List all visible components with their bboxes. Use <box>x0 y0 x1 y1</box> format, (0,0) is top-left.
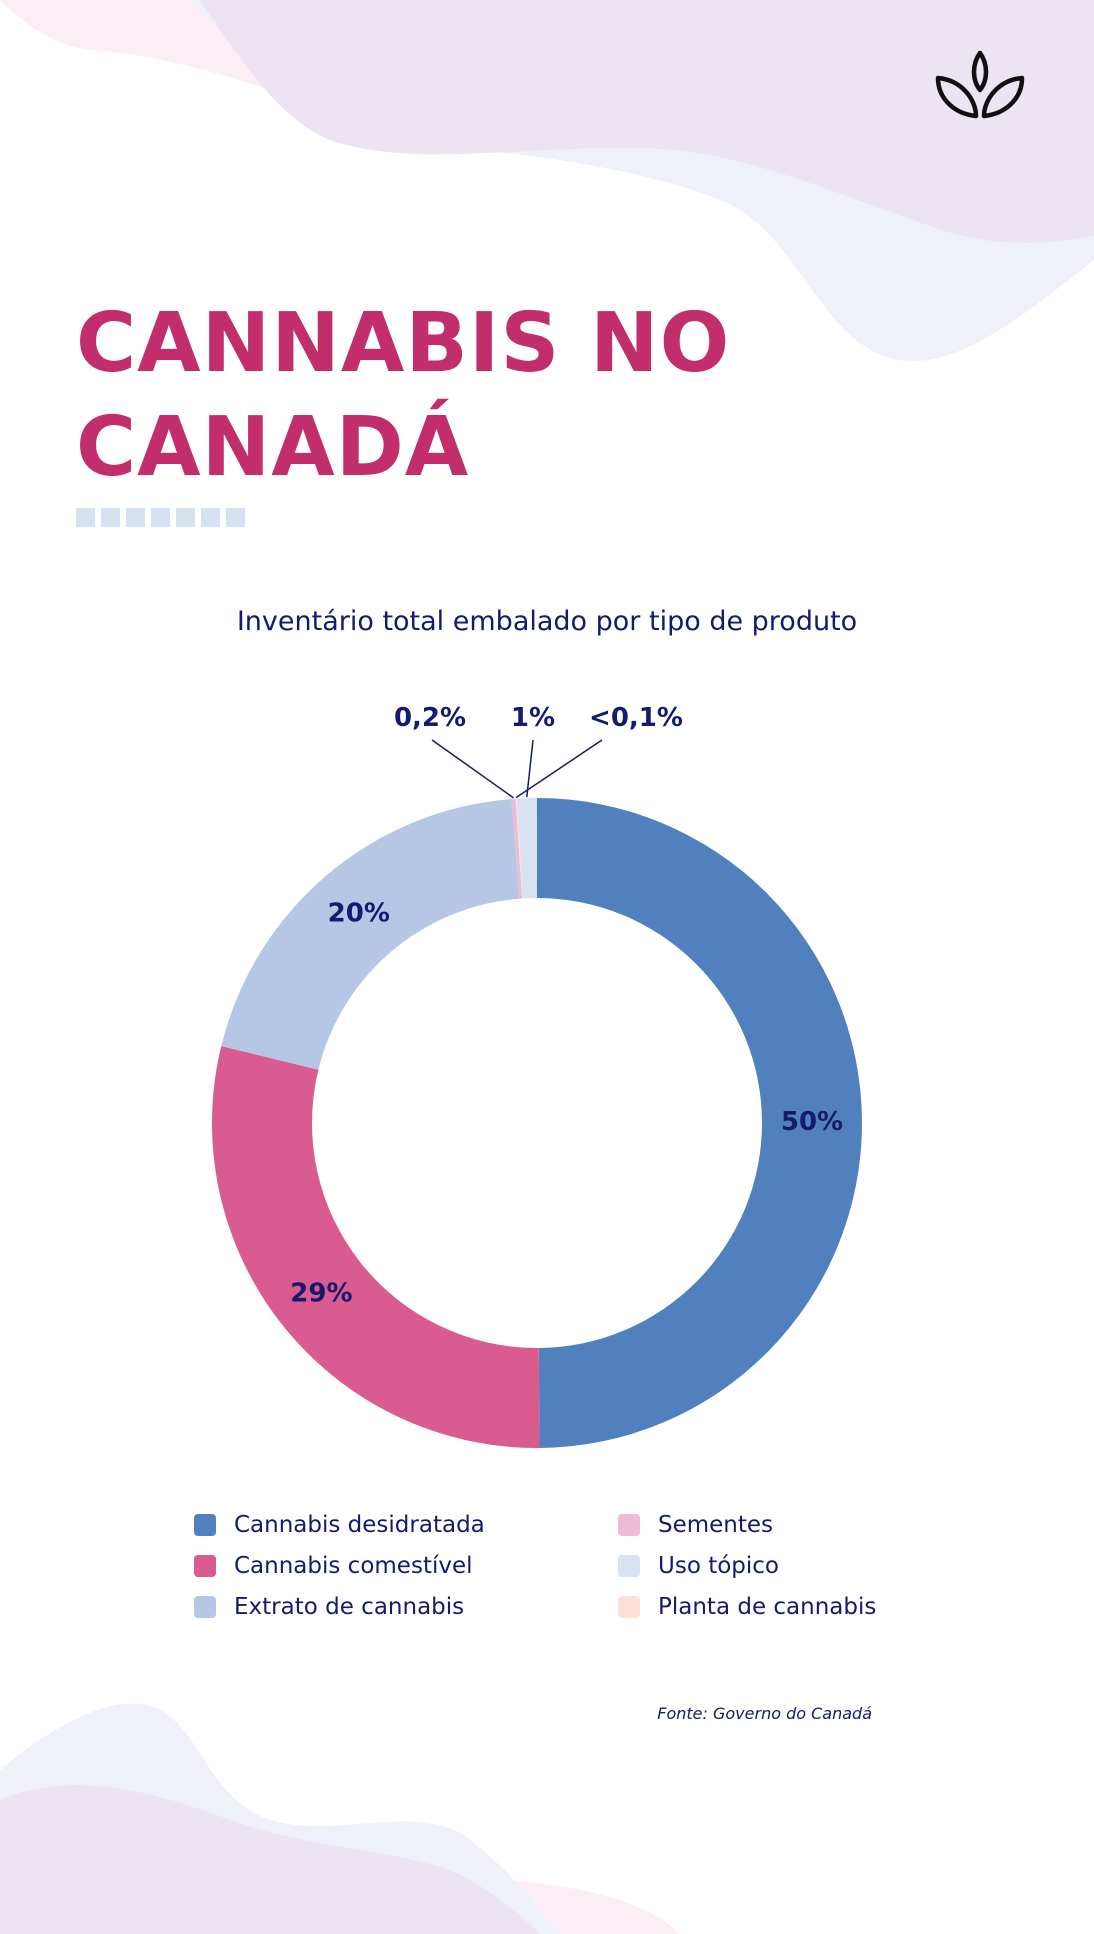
legend-label: Sementes <box>658 1512 774 1538</box>
data-label: 1% <box>511 703 555 733</box>
legend-swatch <box>194 1596 216 1618</box>
decorative-squares <box>76 508 245 527</box>
legend-swatch <box>618 1596 640 1618</box>
legend-swatch <box>194 1514 216 1536</box>
bottom-wave-lavender <box>0 1785 540 1934</box>
data-label: <0,1% <box>589 703 683 733</box>
leader-line <box>515 739 603 799</box>
legend-label: Uso tópico <box>658 1553 779 1579</box>
page-title: CANNABIS NO CANADÁ <box>76 292 976 500</box>
legend-item: Planta de cannabis <box>618 1594 876 1620</box>
data-label: 0,2% <box>394 703 466 733</box>
slice-sementes <box>511 798 523 899</box>
decorative-square <box>176 508 195 527</box>
source-note: Fonte: Governo do Canadá <box>657 1704 872 1723</box>
legend-item: Cannabis desidratada <box>194 1512 485 1538</box>
leader-line <box>526 739 534 798</box>
slice-uso-tópico <box>516 798 537 899</box>
leader-line <box>431 739 514 799</box>
decorative-square <box>76 508 95 527</box>
data-label: 20% <box>328 899 390 929</box>
decorative-square <box>101 508 120 527</box>
legend-swatch <box>618 1555 640 1577</box>
slice-cannabis-comestível <box>211 1046 540 1448</box>
title-line-1: CANNABIS NO <box>76 296 731 391</box>
legend-item: Sementes <box>618 1512 773 1538</box>
data-label: 29% <box>290 1279 352 1309</box>
legend-item: Cannabis comestível <box>194 1553 473 1579</box>
legend-label: Planta de cannabis <box>658 1594 877 1620</box>
legend-label: Extrato de cannabis <box>234 1594 465 1620</box>
data-label: 50% <box>781 1107 843 1137</box>
slice-cannabis-desidratada <box>537 798 862 1448</box>
decorative-square <box>226 508 245 527</box>
title-line-2: CANADÁ <box>76 400 470 495</box>
decorative-square <box>151 508 170 527</box>
legend-label: Cannabis comestível <box>234 1553 473 1579</box>
chart-title: Inventário total embalado por tipo de pr… <box>236 606 858 637</box>
legend-swatch <box>194 1555 216 1577</box>
decorative-square <box>126 508 145 527</box>
slice-planta-de-cannabis <box>515 798 523 899</box>
legend-item: Uso tópico <box>618 1553 779 1579</box>
leaf-sprout-icon <box>935 50 1025 119</box>
top-wave-lavender <box>200 0 1094 243</box>
legend-swatch <box>618 1514 640 1536</box>
legend-item: Extrato de cannabis <box>194 1594 464 1620</box>
slice-extrato-de-cannabis <box>221 798 520 1070</box>
decorative-square <box>201 508 220 527</box>
chart-legend: Cannabis desidratada Cannabis comestível E… <box>194 1512 914 1642</box>
legend-label: Cannabis desidratada <box>234 1512 485 1538</box>
